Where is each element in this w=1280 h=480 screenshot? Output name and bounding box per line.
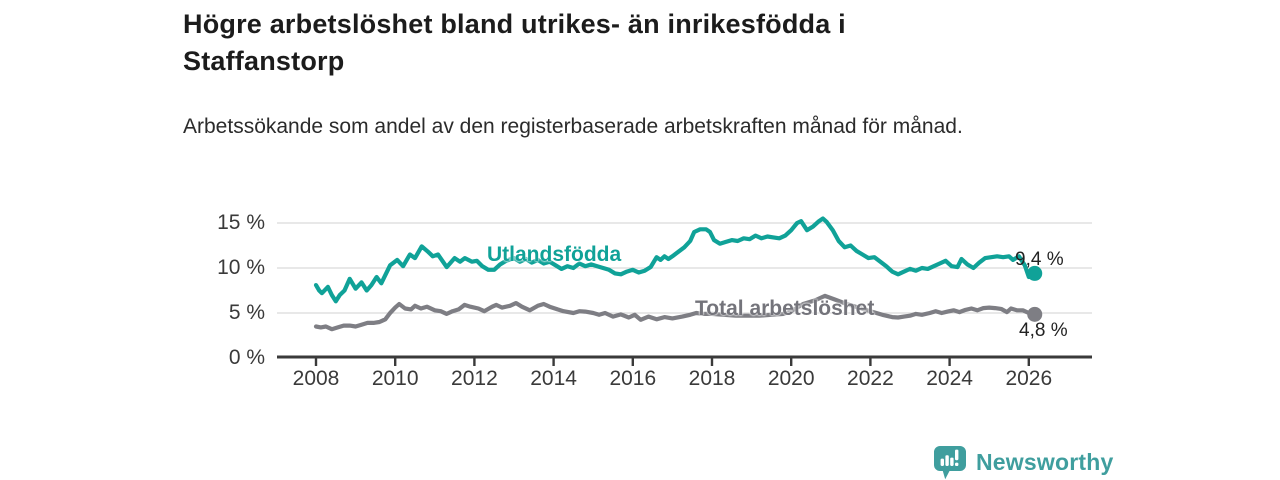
- y-tick-label: 10 %: [217, 256, 265, 279]
- x-tick-label: 2010: [371, 367, 419, 390]
- x-tick-label: 2012: [451, 367, 498, 390]
- end-value-label-total: 4,8 %: [1019, 320, 1068, 341]
- x-tick-label: 2018: [688, 367, 736, 390]
- x-tick-label: 2022: [847, 367, 894, 390]
- series-end-dot-total: [1027, 306, 1043, 322]
- end-value-label-utlandsfodda: 9,4 %: [1015, 249, 1064, 270]
- brand-name: Newsworthy: [976, 449, 1114, 475]
- x-tick-label: 2024: [926, 367, 973, 390]
- series-end-dot-utlandsfodda: [1027, 265, 1043, 281]
- x-tick-label: 2014: [530, 367, 577, 390]
- y-tick-label: 0 %: [228, 346, 265, 369]
- series-label-utlandsfodda: Utlandsfödda: [487, 243, 622, 266]
- x-tick-label: 2008: [292, 367, 340, 390]
- chart-subtitle: Arbetssökande som andel av den registerb…: [183, 115, 963, 138]
- y-tick-label: 5 %: [228, 301, 265, 324]
- x-tick-label: 2020: [767, 367, 815, 390]
- newsworthy-chart-bubble-icon: [934, 446, 966, 480]
- chart-title: Högre arbetslöshet bland utrikes- än inr…: [183, 9, 846, 76]
- x-tick-label: 2016: [609, 367, 657, 390]
- series-label-total-arbetsloshet: Total arbetslöshet: [695, 297, 875, 320]
- x-tick-label: 2026: [1005, 367, 1053, 390]
- brand-footer: Newsworthy: [933, 445, 1113, 480]
- series-line-total: [313, 293, 1037, 332]
- y-tick-label: 15 %: [217, 211, 265, 234]
- series-line-utlandsfodda: [313, 216, 1037, 304]
